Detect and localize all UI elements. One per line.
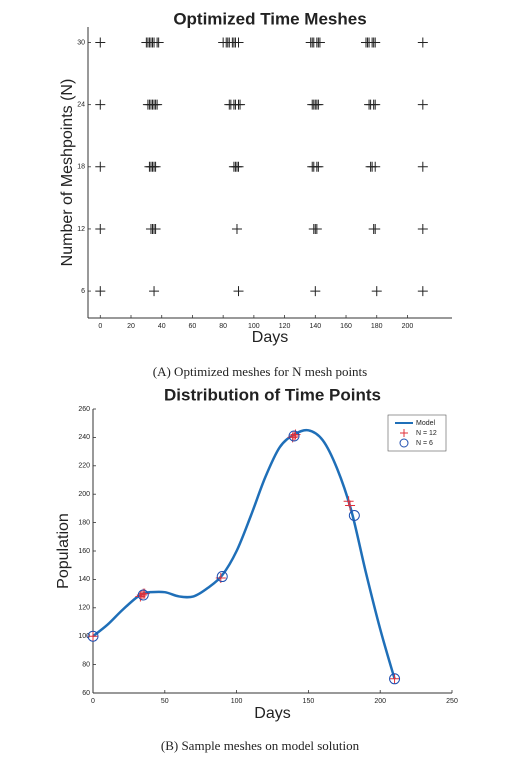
point bbox=[95, 286, 106, 297]
legend-swatch bbox=[400, 429, 408, 437]
point bbox=[370, 37, 381, 48]
x-tick-label: 100 bbox=[231, 698, 243, 705]
legend-swatch bbox=[399, 438, 409, 448]
point bbox=[87, 630, 99, 642]
point bbox=[233, 286, 244, 297]
point bbox=[153, 37, 164, 48]
point bbox=[88, 631, 98, 642]
y-tick-label: 240 bbox=[78, 434, 90, 441]
legend-label: N = 6 bbox=[416, 440, 433, 447]
point bbox=[95, 37, 106, 48]
point bbox=[216, 571, 228, 583]
point bbox=[417, 37, 428, 48]
point bbox=[417, 161, 428, 172]
point bbox=[289, 430, 300, 441]
x-tick-label: 20 bbox=[127, 323, 135, 330]
point bbox=[152, 99, 163, 110]
point bbox=[313, 99, 324, 110]
point bbox=[150, 161, 161, 172]
point bbox=[313, 161, 324, 172]
caption: (B) Sample meshes on model solution bbox=[161, 738, 360, 753]
x-tick-label: 180 bbox=[371, 323, 383, 330]
y-tick-label: 80 bbox=[82, 661, 90, 668]
x-tick-label: 0 bbox=[91, 698, 95, 705]
x-tick-label: 0 bbox=[98, 323, 102, 330]
y-tick-label: 60 bbox=[82, 690, 90, 697]
x-tick-label: 80 bbox=[219, 323, 227, 330]
point bbox=[288, 430, 300, 442]
legend-label: N = 12 bbox=[416, 430, 437, 437]
point bbox=[95, 99, 106, 110]
y-tick-label: 260 bbox=[78, 406, 90, 413]
point bbox=[310, 286, 321, 297]
legend-box bbox=[387, 414, 447, 452]
point bbox=[345, 500, 356, 511]
point bbox=[370, 99, 381, 110]
point bbox=[348, 510, 360, 521]
x-tick-label: 200 bbox=[374, 698, 386, 705]
point bbox=[150, 223, 161, 234]
y-tick-label: 24 bbox=[77, 102, 85, 109]
legend-label: Model bbox=[416, 420, 436, 427]
y-tick-label: 220 bbox=[78, 463, 90, 470]
x-axis-label: Days bbox=[252, 329, 288, 346]
x-tick-label: 40 bbox=[158, 323, 166, 330]
point bbox=[343, 496, 354, 507]
y-axis-label: Population bbox=[55, 513, 72, 589]
y-tick-label: 100 bbox=[78, 633, 90, 640]
model-line bbox=[92, 428, 396, 680]
point bbox=[417, 223, 428, 234]
y-tick-label: 180 bbox=[78, 519, 90, 526]
y-tick-label: 6 bbox=[81, 288, 85, 295]
x-tick-label: 50 bbox=[161, 698, 169, 705]
point bbox=[389, 673, 400, 684]
x-tick-label: 160 bbox=[340, 323, 352, 330]
x-tick-label: 150 bbox=[303, 698, 315, 705]
point bbox=[233, 37, 244, 48]
point bbox=[95, 161, 106, 172]
point bbox=[137, 589, 149, 601]
y-tick-label: 160 bbox=[78, 548, 90, 555]
x-tick-label: 60 bbox=[189, 323, 197, 330]
y-tick-label: 18 bbox=[77, 164, 85, 171]
point bbox=[231, 223, 242, 234]
point bbox=[417, 99, 428, 110]
x-tick-label: 100 bbox=[248, 323, 260, 330]
chart-title: Optimized Time Meshes bbox=[173, 9, 366, 28]
x-tick-label: 250 bbox=[446, 698, 458, 705]
point bbox=[389, 673, 401, 685]
point bbox=[95, 223, 106, 234]
y-tick-label: 200 bbox=[78, 491, 90, 498]
x-tick-label: 120 bbox=[279, 323, 291, 330]
caption: (A) Optimized meshes for N mesh points bbox=[153, 364, 367, 379]
x-tick-label: 200 bbox=[402, 323, 414, 330]
point bbox=[233, 161, 244, 172]
point bbox=[235, 99, 246, 110]
point bbox=[370, 161, 381, 172]
point bbox=[149, 286, 160, 297]
x-tick-label: 140 bbox=[309, 323, 321, 330]
chart-title: Distribution of Time Points bbox=[164, 385, 381, 404]
x-axis-label: Days bbox=[254, 705, 290, 722]
y-tick-label: 30 bbox=[77, 39, 85, 46]
point bbox=[314, 37, 325, 48]
y-tick-label: 120 bbox=[78, 605, 90, 612]
y-tick-label: 12 bbox=[77, 226, 85, 233]
point bbox=[311, 223, 322, 234]
point bbox=[370, 223, 381, 234]
y-tick-label: 140 bbox=[78, 576, 90, 583]
point bbox=[371, 286, 382, 297]
y-axis-label: Number of Meshpoints (N) bbox=[59, 79, 76, 267]
point bbox=[417, 286, 428, 297]
